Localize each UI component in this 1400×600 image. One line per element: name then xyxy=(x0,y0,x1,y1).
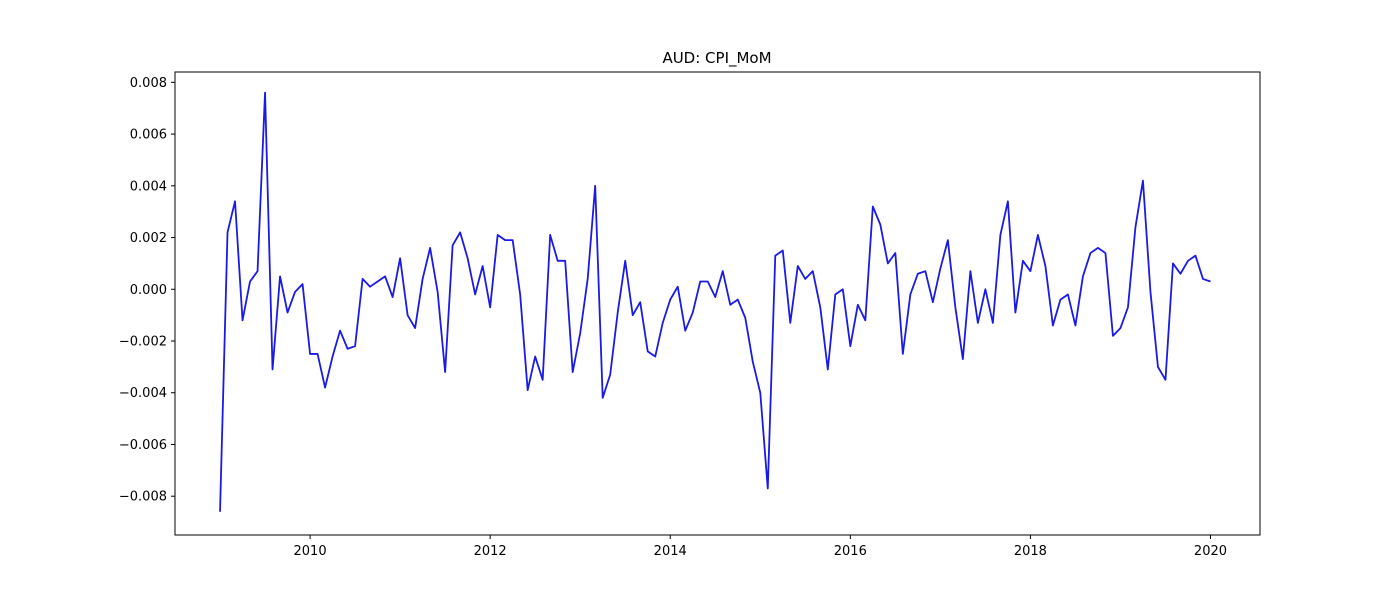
x-tick-label: 2014 xyxy=(654,544,687,559)
x-tick-label: 2012 xyxy=(474,544,507,559)
axes-frame xyxy=(174,71,1261,536)
y-tick-label: −0.008 xyxy=(119,490,167,505)
series-line xyxy=(219,91,1211,512)
x-tick-label: 2010 xyxy=(294,544,327,559)
y-tick-label: 0.000 xyxy=(130,283,167,298)
y-tick-label: 0.008 xyxy=(130,76,167,91)
y-tick-label: 0.006 xyxy=(130,128,167,143)
x-tick-label: 2018 xyxy=(1014,544,1047,559)
y-tick-label: −0.004 xyxy=(119,386,167,401)
chart-title: AUD: CPI_MoM xyxy=(662,49,771,68)
x-tick-label: 2016 xyxy=(834,544,867,559)
axes: 2010 2012 2014 2016 2018 2020 −0.008 −0.006 −0.0… xyxy=(119,71,1261,559)
y-tick-label: 0.002 xyxy=(130,231,167,246)
y-tick-label: 0.004 xyxy=(130,179,167,194)
y-tick-label: −0.002 xyxy=(119,335,167,350)
x-tick-label: 2020 xyxy=(1194,544,1227,559)
y-tick-label: −0.006 xyxy=(119,438,167,453)
plot-area xyxy=(219,91,1211,512)
